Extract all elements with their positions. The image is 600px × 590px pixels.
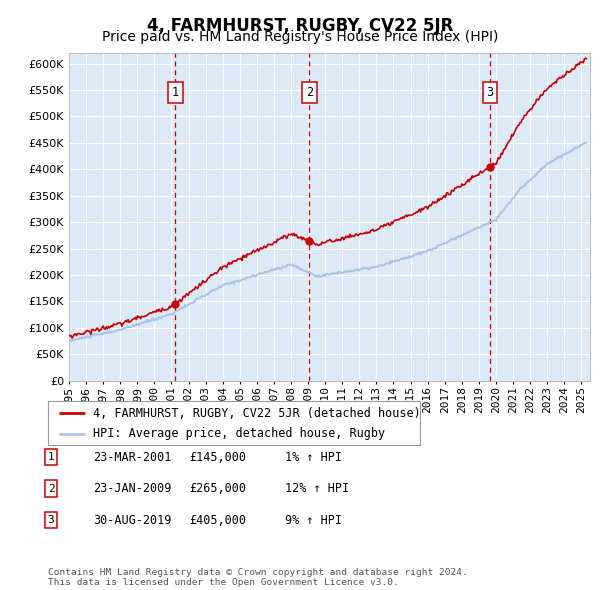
Text: 1% ↑ HPI: 1% ↑ HPI: [285, 451, 342, 464]
Text: Price paid vs. HM Land Registry's House Price Index (HPI): Price paid vs. HM Land Registry's House …: [102, 30, 498, 44]
Text: HPI: Average price, detached house, Rugby: HPI: Average price, detached house, Rugb…: [92, 427, 385, 440]
Text: 2: 2: [47, 484, 55, 493]
Text: 4, FARMHURST, RUGBY, CV22 5JR: 4, FARMHURST, RUGBY, CV22 5JR: [147, 17, 453, 35]
Text: 1: 1: [47, 453, 55, 462]
Text: 3: 3: [487, 86, 494, 99]
Text: 12% ↑ HPI: 12% ↑ HPI: [285, 482, 349, 495]
Text: £265,000: £265,000: [189, 482, 246, 495]
Text: 3: 3: [47, 516, 55, 525]
Text: 2: 2: [305, 86, 313, 99]
Text: 1: 1: [172, 86, 179, 99]
Text: £145,000: £145,000: [189, 451, 246, 464]
Text: 9% ↑ HPI: 9% ↑ HPI: [285, 514, 342, 527]
Text: 23-JAN-2009: 23-JAN-2009: [93, 482, 172, 495]
Text: 23-MAR-2001: 23-MAR-2001: [93, 451, 172, 464]
Text: £405,000: £405,000: [189, 514, 246, 527]
Text: 30-AUG-2019: 30-AUG-2019: [93, 514, 172, 527]
Text: Contains HM Land Registry data © Crown copyright and database right 2024.
This d: Contains HM Land Registry data © Crown c…: [48, 568, 468, 587]
Text: 4, FARMHURST, RUGBY, CV22 5JR (detached house): 4, FARMHURST, RUGBY, CV22 5JR (detached …: [92, 407, 421, 419]
